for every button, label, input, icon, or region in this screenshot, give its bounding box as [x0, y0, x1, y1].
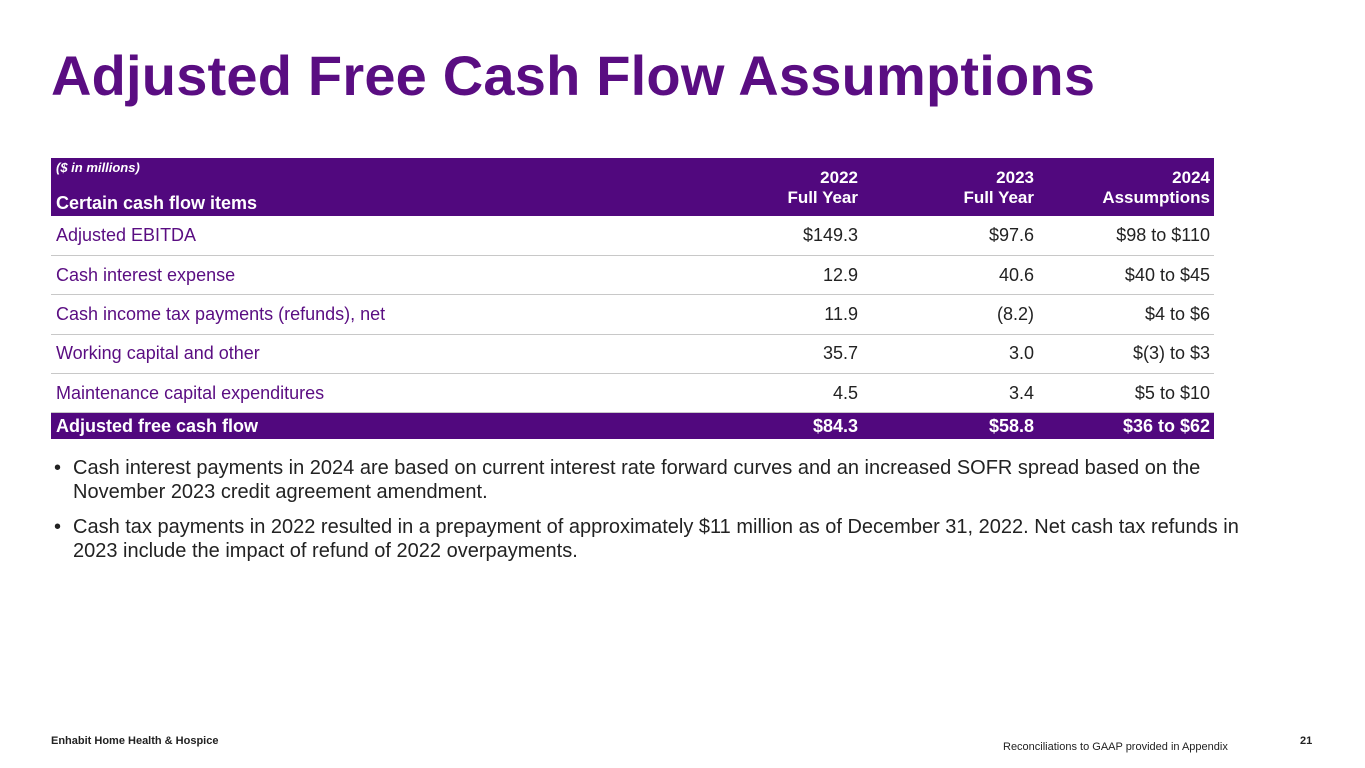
column-header-2024: 2024 Assumptions [1038, 158, 1214, 216]
column-year: 2022 [820, 168, 858, 187]
notes-list: • Cash interest payments in 2024 are bas… [51, 456, 1241, 574]
cash-flow-table: ($ in millions) Certain cash flow items … [51, 158, 1214, 439]
bullet-icon: • [54, 457, 62, 479]
cell-2022: 11.9 [686, 294, 862, 335]
cell-2023: 3.0 [862, 334, 1038, 375]
cell-2022: $149.3 [686, 216, 862, 256]
cell-2024: $5 to $10 [1038, 373, 1214, 414]
row-label: Adjusted EBITDA [51, 216, 686, 256]
cell-2022: 4.5 [686, 373, 862, 414]
footer-note: Reconciliations to GAAP provided in Appe… [1003, 741, 1228, 753]
column-year: 2024 [1172, 168, 1210, 187]
cell-2024: $(3) to $3 [1038, 334, 1214, 375]
header-label: Certain cash flow items [56, 193, 258, 213]
cell-2022: 12.9 [686, 255, 862, 296]
bullet-icon: • [54, 516, 62, 538]
row-label: Cash interest expense [51, 255, 686, 296]
column-period: Full Year [787, 188, 858, 207]
cell-2024: $98 to $110 [1038, 216, 1214, 256]
column-period: Assumptions [1102, 188, 1210, 207]
cell-2023: 40.6 [862, 255, 1038, 296]
cell-2023: (8.2) [862, 294, 1038, 335]
list-item: • Cash tax payments in 2022 resulted in … [51, 515, 1241, 563]
cell-2023: $97.6 [862, 216, 1038, 256]
list-item: • Cash interest payments in 2024 are bas… [51, 456, 1241, 504]
table-row: Cash income tax payments (refunds), net … [51, 294, 1214, 335]
total-label: Adjusted free cash flow [56, 415, 259, 436]
page-number: 21 [1300, 735, 1313, 747]
table-header-row: ($ in millions) Certain cash flow items … [51, 158, 1214, 216]
cell-2024: $40 to $45 [1038, 255, 1214, 296]
table-row: Cash interest expense 12.9 40.6 $40 to $… [51, 255, 1214, 296]
unit-note: ($ in millions) [56, 160, 140, 175]
row-label: Cash income tax payments (refunds), net [51, 294, 686, 335]
cell-2023: 3.4 [862, 373, 1038, 414]
row-label: Maintenance capital expenditures [51, 373, 686, 414]
note-text: Cash interest payments in 2024 are based… [73, 457, 1201, 503]
total-2024: $36 to $62 [1122, 415, 1210, 436]
total-2023: $58.8 [988, 415, 1034, 436]
column-period: Full Year [963, 188, 1034, 207]
table-row: Maintenance capital expenditures 4.5 3.4… [51, 373, 1214, 414]
column-year: 2023 [996, 168, 1034, 187]
total-row: Adjusted free cash flow $84.3 $58.8 $36 … [51, 412, 1214, 439]
note-text: Cash tax payments in 2022 resulted in a … [73, 516, 1239, 562]
cell-2022: 35.7 [686, 334, 862, 375]
table-row: Adjusted EBITDA $149.3 $97.6 $98 to $110 [51, 216, 1214, 256]
footer-company: Enhabit Home Health & Hospice [51, 735, 219, 747]
table-row: Working capital and other 35.7 3.0 $(3) … [51, 334, 1214, 375]
row-label: Working capital and other [51, 334, 686, 375]
header-label-cell: ($ in millions) Certain cash flow items [51, 158, 686, 216]
total-2022: $84.3 [812, 415, 858, 436]
column-header-2023: 2023 Full Year [862, 158, 1038, 216]
page-title: Adjusted Free Cash Flow Assumptions [51, 44, 1096, 107]
cell-2024: $4 to $6 [1038, 294, 1214, 335]
column-header-2022: 2022 Full Year [686, 158, 862, 216]
